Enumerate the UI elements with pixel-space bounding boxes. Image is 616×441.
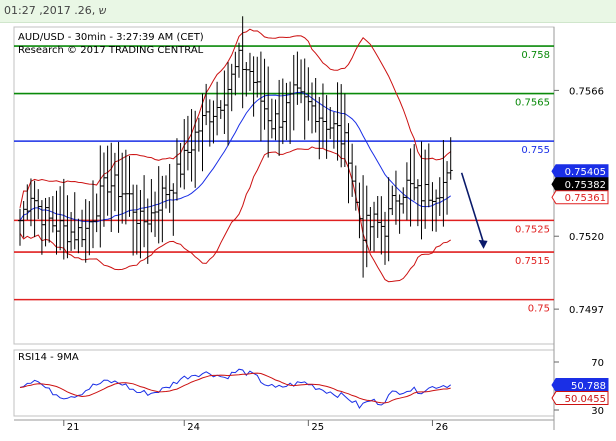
chart-subtitle: Research © 2017 TRADING CENTRAL [18,45,204,56]
rsi-line [19,368,451,409]
price-tag-box [551,164,609,179]
x-tick-label: 24 [187,422,200,433]
price-tag: 0.75405 [551,164,609,179]
rsi-indicator: 50.788 50.0455 [19,368,609,409]
price-tag-text: 0.75361 [565,193,606,204]
rsi-tag: 50.0455 [551,391,609,406]
moving-average-line [19,91,451,223]
axis-ticks: 0.7566 0.7520 0.7497 21 24 25 26 70 30 [63,86,604,433]
rsi-title: RSI14 - 9MA [18,352,79,363]
top-date-bar: ש ,26. 2017, 01:27 [0,0,616,23]
level-label: 0.758 [521,50,550,61]
rsi-tag-text: 50.788 [571,381,606,392]
main-plot-frame [13,26,555,345]
price-tag-box [551,177,609,192]
price-tag: 0.75361 [551,190,609,205]
rsi-tick-label: 70 [591,358,604,369]
forecast-arrow-shaft [460,172,485,244]
x-tick-label: 25 [311,422,324,433]
level-label: 0.7515 [515,256,550,267]
top-date-label: ש ,26. 2017, 01:27 [4,4,107,17]
price-tags: 0.75405 0.75382 0.75361 [551,164,609,205]
rsi-ma-line [19,372,451,404]
support-resistance-levels: 0.758 0.7565 0.755 0.7525 0.7515 0.75 [14,45,554,315]
x-tick-label: 21 [67,422,80,433]
rsi-tag: 50.788 [551,378,609,393]
y-tick-label: 0.7497 [569,305,604,316]
forecast-arrow-head [478,239,488,249]
level-label: 0.7525 [515,224,550,235]
lower-band-line [19,146,451,283]
level-label: 0.75 [528,304,550,315]
price-tag-text: 0.75382 [565,180,606,191]
level-label: 0.7565 [515,98,550,109]
x-tick-label: 26 [435,422,448,433]
chart-title: AUD/USD - 30min - 3:27:39 AM (CET) [18,32,204,43]
y-tick-label: 0.7520 [569,232,604,243]
price-bars [18,16,453,278]
price-tag-box [551,190,609,205]
price-tag: 0.75382 [551,177,609,192]
level-label: 0.755 [521,145,550,156]
forecast-arrow [460,172,488,249]
upper-band-line [19,28,452,209]
y-tick-label: 0.7566 [569,86,604,97]
rsi-tag-box [551,378,609,393]
rsi-tag-text: 50.0455 [565,394,606,405]
price-tag-text: 0.75405 [565,167,606,178]
rsi-tag-box [551,391,609,406]
rsi-tick-label: 30 [591,406,604,417]
